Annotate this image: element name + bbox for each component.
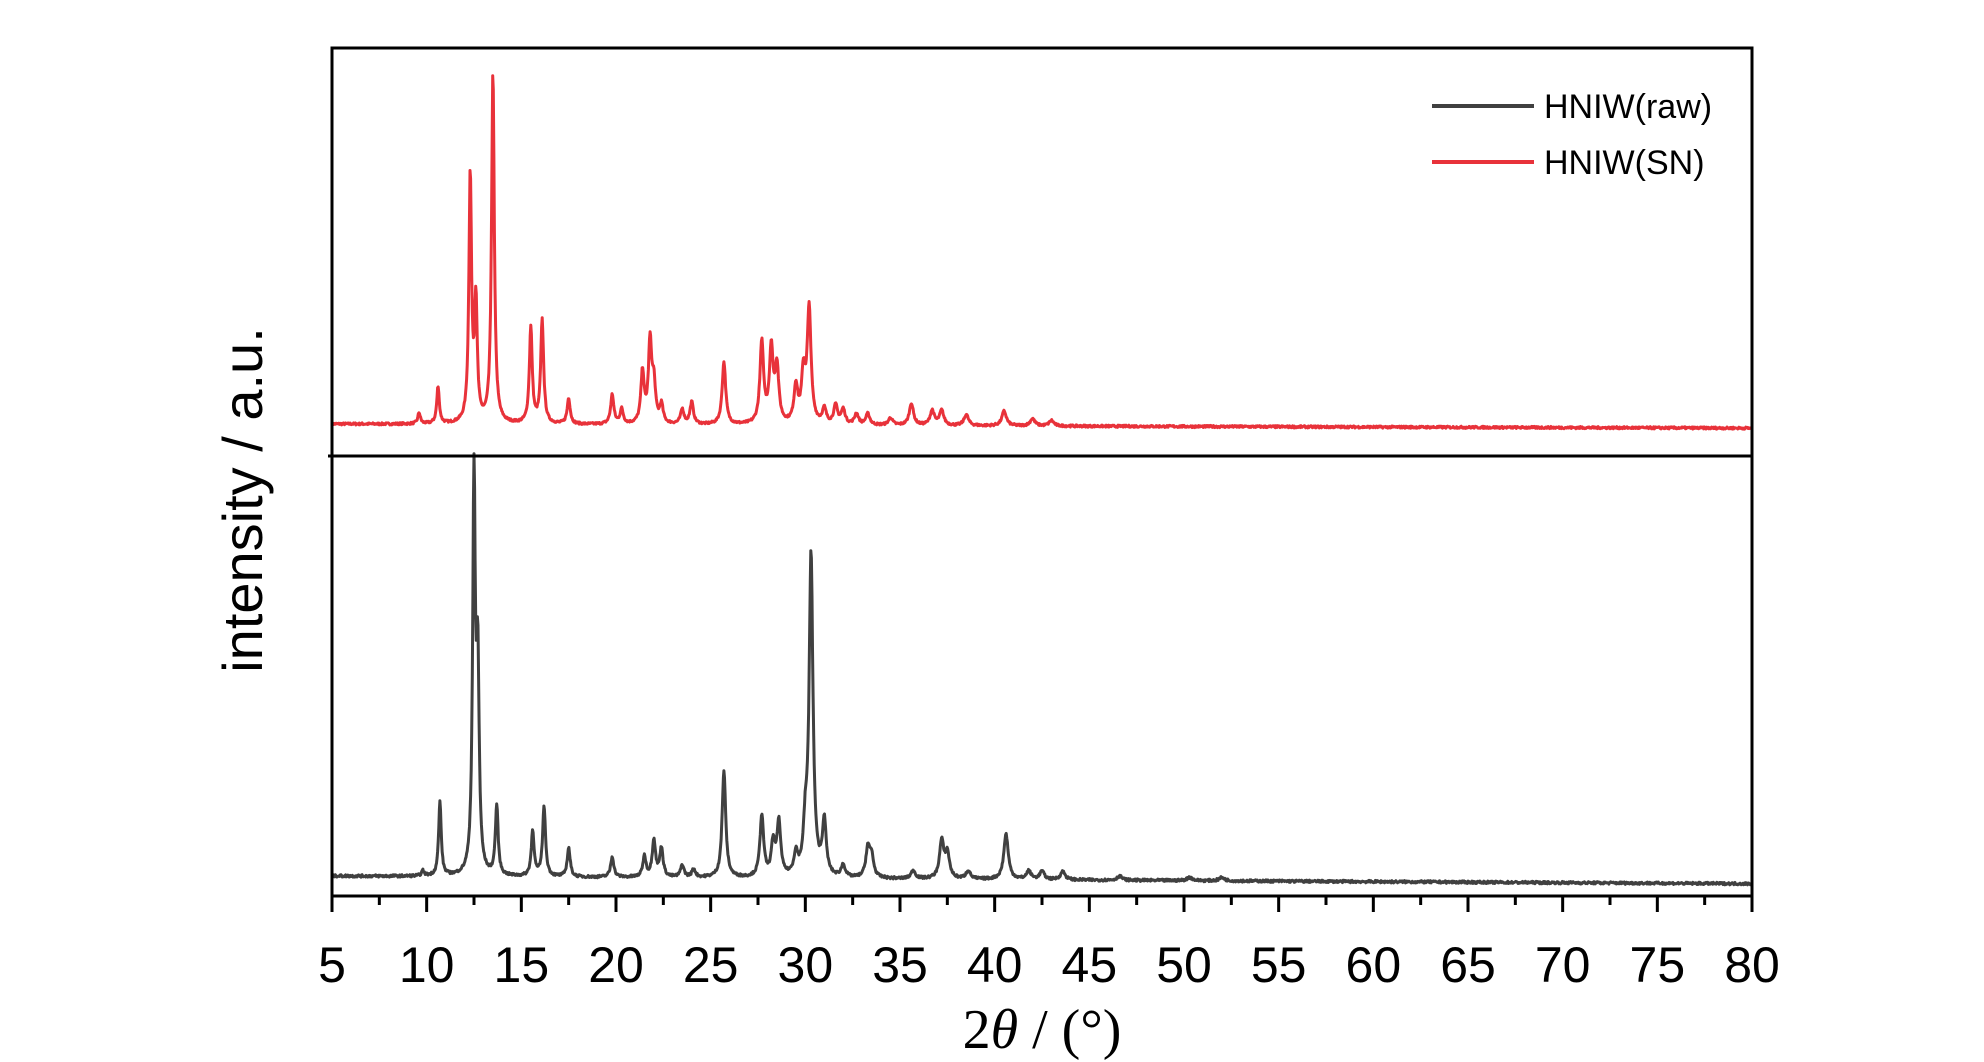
plot-frame <box>330 46 1754 898</box>
legend-label: HNIW(SN) <box>1544 144 1705 182</box>
x-tick-label: 40 <box>967 937 1023 993</box>
x-tick-label: 55 <box>1251 937 1307 993</box>
x-tick-label: 25 <box>683 937 739 993</box>
x-tick-label: 30 <box>778 937 834 993</box>
legend-label: HNIW(raw) <box>1544 88 1712 126</box>
x-axis-title: 2θ / (°) <box>963 999 1122 1061</box>
x-tick-label: 60 <box>1346 937 1402 993</box>
x-tick-label: 10 <box>399 937 455 993</box>
x-tick-label: 80 <box>1724 937 1780 993</box>
x-tick-label: 20 <box>588 937 644 993</box>
x-tick-label: 15 <box>494 937 550 993</box>
x-tick-label: 65 <box>1440 937 1496 993</box>
x-tick-label: 70 <box>1535 937 1591 993</box>
x-axis: 5 10 15 20 25 30 35 40 45 50 55 60 65 70 75 80 <box>318 896 1780 993</box>
legend: HNIW(raw) HNIW(SN) <box>1432 88 1712 182</box>
x-tick-label: 50 <box>1156 937 1212 993</box>
series-line-top <box>330 74 1754 431</box>
x-tick-label: 75 <box>1630 937 1686 993</box>
x-tick-label: 45 <box>1062 937 1118 993</box>
x-tick-label: 35 <box>872 937 928 993</box>
y-axis-title: intensity / a.u. <box>211 327 274 673</box>
series-line-bottom <box>331 452 1753 887</box>
series-layer <box>330 74 1754 887</box>
x-tick-label: 5 <box>318 937 346 993</box>
